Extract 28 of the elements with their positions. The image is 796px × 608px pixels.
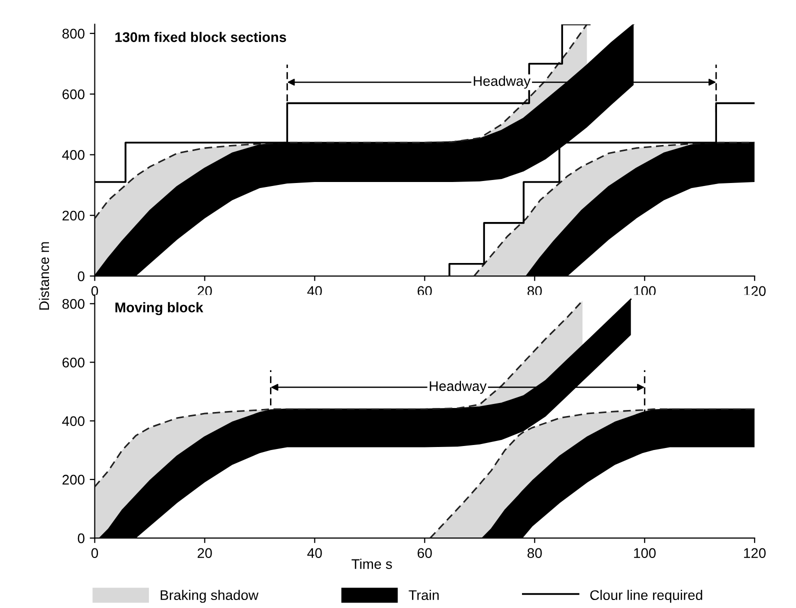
x-tick-label: 120 — [744, 548, 766, 558]
chart-title: Moving block — [115, 302, 204, 316]
chart-title: 130m fixed block sections — [115, 32, 286, 42]
y-tick-label: 400 — [62, 416, 84, 426]
y-tick-label: 0 — [78, 533, 84, 544]
y-tick-label: 200 — [62, 474, 84, 485]
line-series — [94, 300, 584, 488]
x-tick-label: 0 — [91, 548, 98, 558]
legend-label: Braking shadow — [160, 590, 258, 603]
x-axis-title: Time s — [352, 558, 392, 569]
annotation: Headway — [474, 76, 531, 89]
y-tick-label: 800 — [62, 28, 84, 39]
annotation: Headway — [430, 380, 487, 394]
y-tick-label: 800 — [62, 299, 84, 309]
legend-label: Clour line required — [590, 590, 702, 603]
y-tick-label: 600 — [62, 358, 84, 368]
y-tick-label: 200 — [62, 210, 84, 221]
y-tick-label: 0 — [78, 271, 84, 282]
x-tick-label: 20 — [198, 548, 212, 558]
y-tick-label: 400 — [62, 150, 84, 160]
line-series — [94, 24, 588, 220]
legend-label: Train — [408, 590, 439, 600]
x-tick-label: 60 — [418, 548, 432, 558]
y-tick-label: 600 — [62, 89, 84, 100]
x-tick-label: 100 — [634, 548, 656, 558]
x-tick-label: 40 — [307, 548, 322, 558]
y-axis-title: Distance m — [38, 242, 50, 310]
x-tick-label: 80 — [528, 548, 542, 558]
